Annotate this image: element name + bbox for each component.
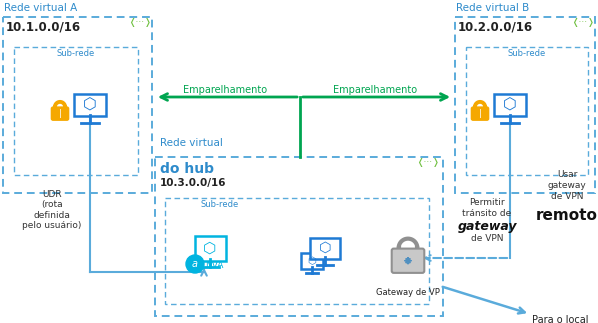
- Text: gateway: gateway: [548, 181, 587, 190]
- Text: Sub-rede: Sub-rede: [201, 200, 239, 209]
- Bar: [3, 17, 152, 193]
- Text: ❬···❭: ❬···❭: [416, 158, 440, 167]
- Text: gateway: gateway: [457, 220, 517, 233]
- FancyBboxPatch shape: [310, 237, 340, 258]
- Text: Permitir: Permitir: [469, 198, 505, 207]
- Text: ⬡: ⬡: [319, 241, 331, 255]
- Text: 10.2.0.0/16: 10.2.0.0/16: [458, 20, 533, 33]
- Circle shape: [186, 255, 204, 273]
- Bar: [455, 17, 595, 193]
- Text: ⬡: ⬡: [503, 98, 517, 112]
- Text: Emparelhamento: Emparelhamento: [333, 85, 417, 95]
- FancyBboxPatch shape: [74, 94, 106, 116]
- Text: de VPN: de VPN: [551, 192, 583, 201]
- Bar: [14, 47, 138, 175]
- FancyBboxPatch shape: [51, 107, 68, 120]
- Text: Gateway de VP: Gateway de VP: [376, 288, 440, 297]
- Text: 10.1.0.0/16: 10.1.0.0/16: [6, 20, 81, 33]
- Text: Sub-rede: Sub-rede: [508, 49, 546, 58]
- Bar: [165, 198, 429, 304]
- Text: Emparelhamento: Emparelhamento: [183, 85, 267, 95]
- Text: |: |: [59, 109, 62, 118]
- Text: ⬡: ⬡: [83, 98, 97, 112]
- Text: remoto: remoto: [536, 208, 598, 223]
- Text: de VPN: de VPN: [471, 234, 504, 243]
- Bar: [155, 157, 443, 316]
- FancyBboxPatch shape: [301, 253, 323, 269]
- Text: do hub: do hub: [160, 162, 214, 176]
- FancyBboxPatch shape: [194, 235, 225, 261]
- FancyBboxPatch shape: [472, 107, 489, 120]
- Text: ❬···❭: ❬···❭: [571, 18, 595, 27]
- Text: UDR
(rota
definida
pelo usuário): UDR (rota definida pelo usuário): [22, 190, 82, 230]
- Text: Rede virtual B: Rede virtual B: [456, 3, 529, 13]
- Text: ❬···❭: ❬···❭: [129, 18, 152, 27]
- FancyBboxPatch shape: [494, 94, 526, 116]
- Text: a: a: [192, 259, 198, 269]
- Text: NVA: NVA: [205, 261, 224, 269]
- Text: |: |: [478, 109, 481, 118]
- Text: Sub-rede: Sub-rede: [57, 49, 95, 58]
- Bar: [466, 47, 588, 175]
- FancyBboxPatch shape: [392, 249, 425, 273]
- Text: 10.3.0.0/16: 10.3.0.0/16: [160, 178, 227, 188]
- Text: ⬡: ⬡: [307, 256, 316, 266]
- Text: Para o local: Para o local: [532, 315, 588, 323]
- Text: Rede virtual A: Rede virtual A: [4, 3, 77, 13]
- Text: Rede virtual: Rede virtual: [160, 138, 223, 148]
- Text: ⬡: ⬡: [203, 241, 216, 255]
- Text: Usar: Usar: [557, 170, 577, 179]
- Text: tránsito de: tránsito de: [462, 209, 512, 218]
